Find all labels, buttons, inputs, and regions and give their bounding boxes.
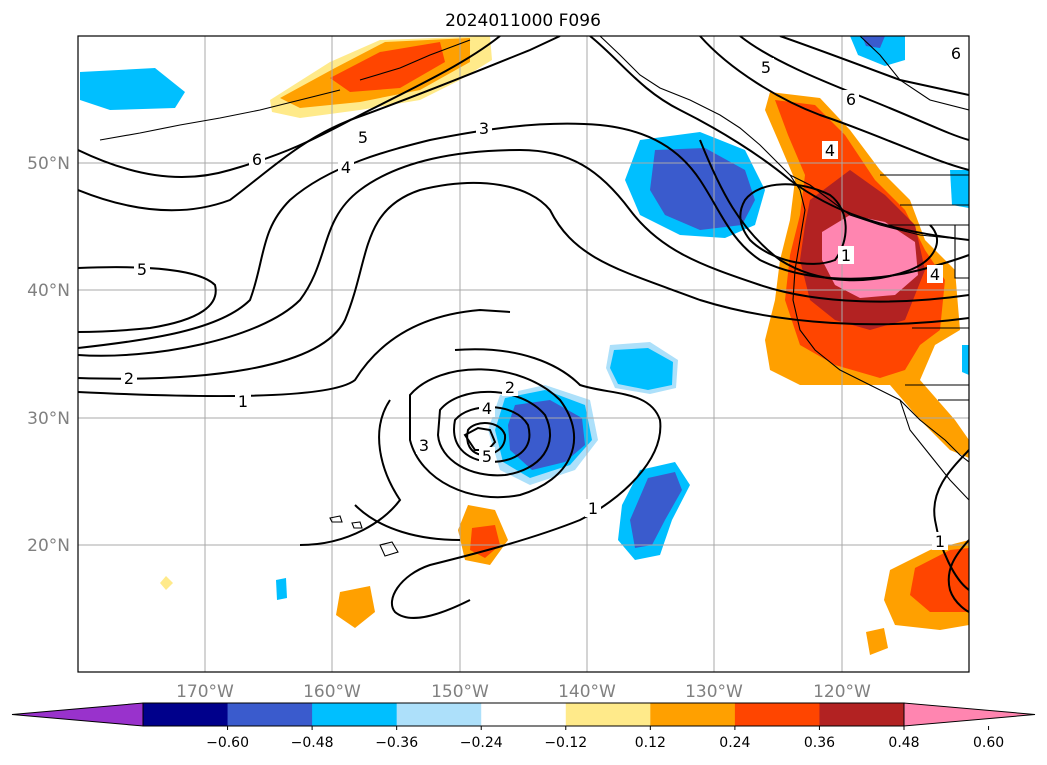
contour-label: 2 — [505, 378, 515, 397]
longitude-label: 160°W — [303, 682, 361, 702]
negative-anomaly-region — [276, 578, 287, 600]
map-frame — [77, 35, 970, 673]
colorbar-segment — [565, 703, 651, 726]
colorbar: −0.60 −0.48 −0.36 −0.24 −0.12 0.12 0.24 0.36 0.4… — [11, 702, 1036, 751]
positive-anomaly-region — [470, 525, 500, 558]
colorbar-tick-label: 0.60 — [973, 735, 1004, 751]
contour-label: 5 — [137, 260, 147, 279]
longitude-axis-labels: 170°W 160°W 150°W 140°W 130°W 120°W — [176, 682, 871, 702]
colorbar-tick-label: −0.48 — [291, 735, 334, 751]
contour-label: 2 — [124, 369, 134, 388]
negative-anomaly-region — [962, 345, 969, 375]
positive-anomaly-region — [336, 586, 375, 628]
colorbar-extend-min — [11, 702, 144, 727]
map-panel: 6 5 4 3 5 2 1 1 2 3 4 5 1 5 — [78, 36, 969, 672]
colorbar-tick-label: 0.48 — [888, 735, 919, 751]
contour-label: 6 — [951, 44, 961, 63]
latitude-label: 40°N — [27, 281, 70, 301]
longitude-label: 120°W — [813, 682, 871, 702]
contour-lines — [78, 36, 969, 619]
colorbar-outline — [142, 702, 905, 727]
negative-anomaly-region — [862, 36, 885, 48]
colorbar-tick-label: −0.24 — [460, 735, 503, 751]
colorbar-tick-label: −0.60 — [206, 735, 249, 751]
contour-label: 6 — [846, 90, 856, 109]
longitude-label: 130°W — [685, 682, 743, 702]
colorbar-segment — [312, 703, 398, 726]
colorbar-tick-label: 0.24 — [719, 735, 750, 751]
contour-label: 3 — [419, 436, 429, 455]
negative-anomaly-region — [950, 170, 969, 208]
colorbar-tick-label: 0.12 — [635, 735, 666, 751]
contour-label: 5 — [482, 447, 492, 466]
contour-label: 4 — [825, 141, 835, 160]
contour-label: 6 — [252, 150, 262, 169]
negative-anomaly-region — [850, 36, 905, 66]
colorbar-segment — [819, 703, 905, 726]
contour-label: 1 — [588, 499, 598, 518]
longitude-label: 140°W — [558, 682, 616, 702]
latitude-label: 50°N — [27, 154, 70, 174]
latitude-label: 30°N — [27, 409, 70, 429]
negative-anomaly-region — [630, 472, 682, 548]
positive-anomaly-region — [866, 628, 888, 655]
colorbar-tick-label: −0.36 — [375, 735, 418, 751]
longitude-label: 170°W — [176, 682, 234, 702]
contour-label: 1 — [238, 392, 248, 411]
colorbar-segment — [396, 703, 482, 726]
contour-label: 5 — [358, 128, 368, 147]
colorbar-extend-max — [903, 702, 1036, 727]
colorbar-tick-label: 0.36 — [804, 735, 835, 751]
map-title: 2024011000 F096 — [445, 11, 601, 31]
colorbar-segment — [650, 703, 736, 726]
latitude-axis-labels: 50°N 40°N 30°N 20°N — [27, 154, 70, 556]
colorbar-segment — [734, 703, 820, 726]
colorbar-tick-label: −0.12 — [544, 735, 587, 751]
contour-label: 3 — [479, 119, 489, 138]
contour-label-group: 6 5 4 3 5 2 1 1 2 3 4 5 1 5 — [121, 44, 964, 551]
colorbar-segment — [481, 703, 567, 726]
contour-label: 4 — [482, 399, 492, 418]
shaded-anomaly-field — [80, 36, 969, 655]
longitude-label: 150°W — [431, 682, 489, 702]
positive-anomaly-region — [910, 548, 969, 612]
negative-anomaly-region — [80, 68, 185, 110]
negative-anomaly-region — [610, 348, 673, 390]
contour-label: 4 — [930, 265, 940, 284]
negative-anomaly-region — [650, 148, 755, 230]
latitude-label: 20°N — [27, 536, 70, 556]
contour-label: 4 — [341, 158, 351, 177]
colorbar-segment — [143, 703, 229, 726]
contour-label: 5 — [761, 58, 771, 77]
colorbar-segment — [227, 703, 313, 726]
contour-label: 1 — [935, 532, 945, 551]
contour-label: 1 — [841, 246, 851, 265]
positive-anomaly-region — [160, 576, 173, 590]
positive-anomaly-region — [330, 42, 445, 92]
